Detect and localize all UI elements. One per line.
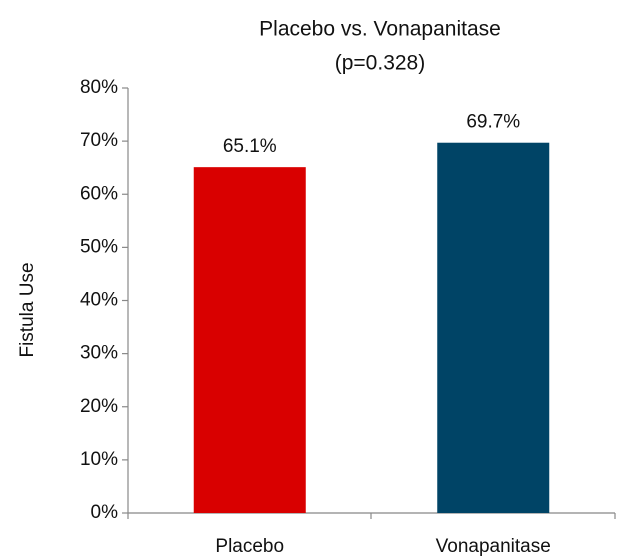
y-tick-label: 10% [80,449,118,470]
y-tick-label: 0% [91,502,119,523]
bar [437,142,550,513]
y-tick-label: 30% [80,343,118,364]
y-tick-label: 80% [80,77,118,98]
y-tick-label: 50% [80,236,118,257]
y-tick-label: 40% [80,290,118,311]
data-label: 65.1% [223,136,277,157]
bar [193,167,306,513]
y-tick-label: 60% [80,183,118,204]
y-axis-label: Fistula Use [17,262,38,357]
y-tick-label: 20% [80,396,118,417]
x-tick-label: Vonapanitase [436,536,551,557]
chart-subtitle: (p=0.328) [335,52,425,75]
x-tick-label: Placebo [215,536,284,557]
y-tick-label: 70% [80,130,118,151]
chart-title: Placebo vs. Vonapanitase [259,18,501,41]
data-label: 69.7% [466,112,520,133]
